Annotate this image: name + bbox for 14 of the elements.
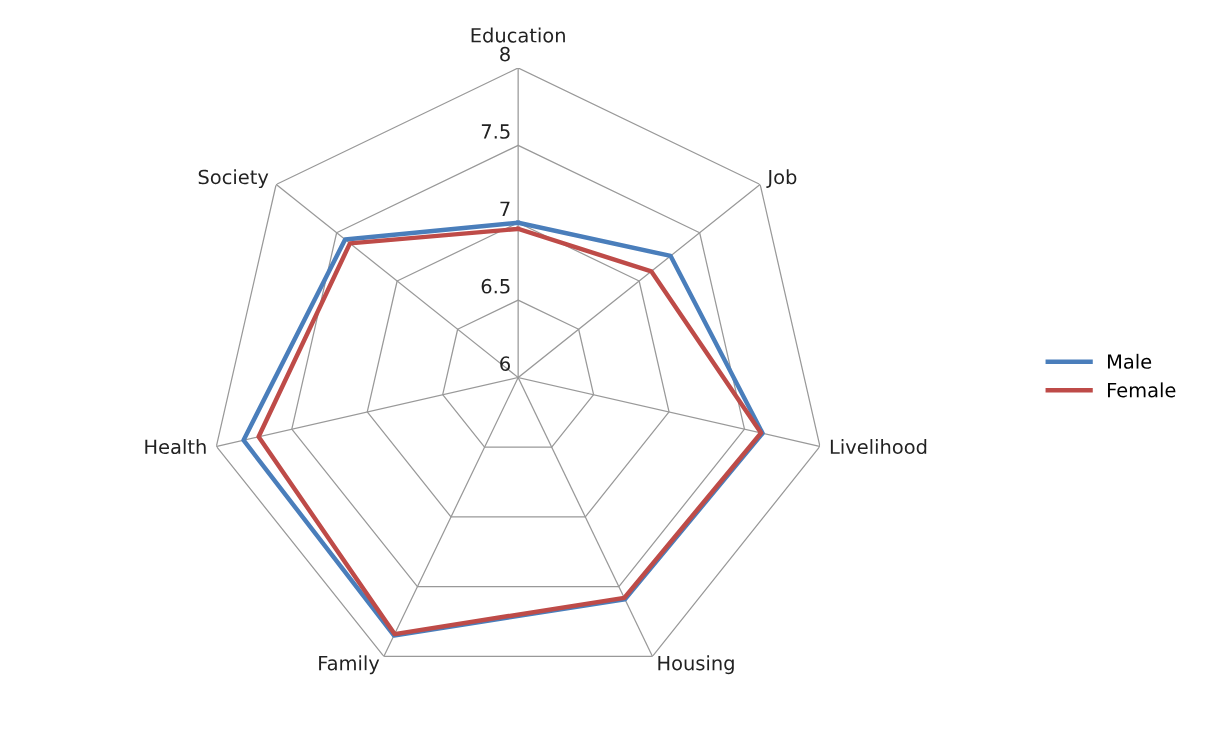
y-tick-label: 7.5 [481,124,510,139]
spoke-label: Health [145,439,206,455]
spoke-label: Housing [658,655,734,675]
spoke-label: Education [471,27,565,43]
legend-label: Male [1108,353,1152,369]
y-tick-label: 8 [500,46,510,62]
y-tick-label: 6 [500,356,510,371]
spoke-label: Job [766,169,797,188]
y-tick-label: 6.5 [481,278,510,294]
legend-label: Female [1108,382,1176,398]
y-tick-label: 7 [500,201,510,216]
spoke-label: Family [319,655,380,675]
spoke-label: Livelihood [830,439,927,455]
spoke-label: Society [198,169,269,189]
